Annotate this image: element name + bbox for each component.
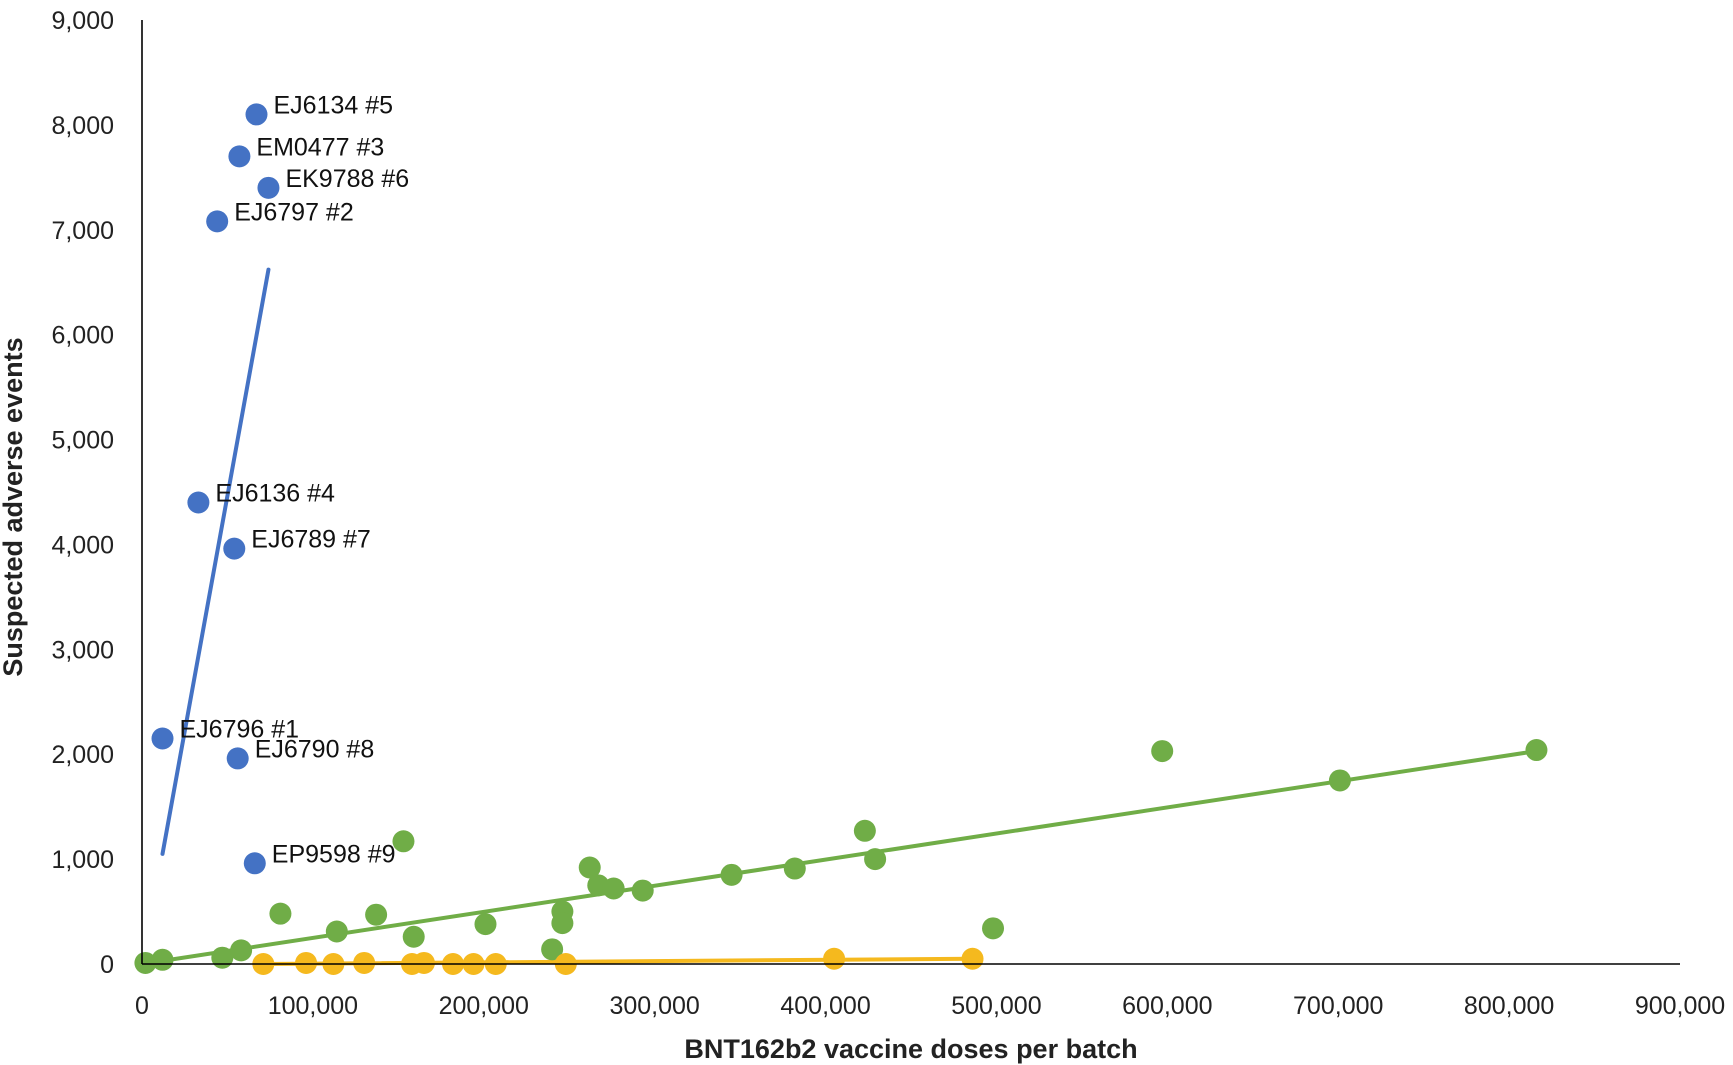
data-point bbox=[402, 925, 425, 948]
y-tick-label: 2,000 bbox=[51, 741, 114, 769]
data-point bbox=[853, 819, 876, 842]
point-label: EM0477 #3 bbox=[256, 133, 384, 161]
data-point bbox=[151, 727, 174, 750]
data-point bbox=[353, 951, 376, 974]
y-tick-label: 3,000 bbox=[51, 636, 114, 664]
data-point bbox=[551, 912, 574, 935]
y-tick-label: 9,000 bbox=[51, 7, 114, 35]
data-point bbox=[295, 951, 318, 974]
data-point bbox=[631, 879, 654, 902]
point-label: EJ6134 #5 bbox=[273, 91, 393, 119]
point-label: EJ6136 #4 bbox=[215, 479, 335, 507]
x-tick-label: 0 bbox=[135, 992, 149, 1020]
point-label: EJ6790 #8 bbox=[255, 735, 375, 763]
data-point bbox=[783, 857, 806, 880]
point-label: EK9788 #6 bbox=[285, 165, 409, 193]
x-tick-label: 500,000 bbox=[951, 992, 1041, 1020]
x-tick-label: 600,000 bbox=[1122, 992, 1212, 1020]
x-tick-label: 100,000 bbox=[268, 992, 358, 1020]
trendline-series-1 bbox=[160, 267, 271, 856]
data-point bbox=[578, 856, 601, 879]
data-point bbox=[228, 145, 251, 168]
trendline-series-2 bbox=[140, 749, 1539, 966]
data-point bbox=[412, 951, 435, 974]
point-labels: EJ6134 #5 EM0477 #3 EK9788 #6 EJ6797 #2 EJ61… bbox=[180, 91, 410, 868]
y-tick-label: 0 bbox=[100, 951, 114, 979]
data-point bbox=[226, 747, 249, 770]
y-tick-label: 4,000 bbox=[51, 531, 114, 559]
y-tick-label: 8,000 bbox=[51, 112, 114, 140]
y-tick-label: 1,000 bbox=[51, 846, 114, 874]
data-point bbox=[1328, 769, 1351, 792]
x-tick-label: 200,000 bbox=[439, 992, 529, 1020]
y-tick-label: 5,000 bbox=[51, 427, 114, 455]
data-point bbox=[134, 951, 157, 974]
point-label: EP9598 #9 bbox=[272, 840, 396, 868]
data-point bbox=[230, 939, 253, 962]
data-point bbox=[823, 947, 846, 970]
point-label: EJ6796 #1 bbox=[180, 715, 300, 743]
data-point bbox=[257, 176, 280, 199]
data-point bbox=[1151, 740, 1174, 763]
point-label: EJ6789 #7 bbox=[251, 526, 371, 554]
data-point bbox=[211, 946, 234, 969]
data-point bbox=[243, 852, 266, 875]
data-point bbox=[269, 902, 292, 925]
data-point bbox=[245, 103, 268, 126]
data-point bbox=[720, 863, 743, 886]
data-point bbox=[151, 948, 174, 971]
data-point bbox=[982, 917, 1005, 940]
x-tick-label: 800,000 bbox=[1464, 992, 1554, 1020]
x-tick-label: 300,000 bbox=[609, 992, 699, 1020]
data-point bbox=[187, 491, 210, 514]
data-point bbox=[325, 920, 348, 943]
x-axis-ticks: 0 100,000 200,000 300,000 400,000 500,000 600,… bbox=[135, 992, 1725, 1020]
x-tick-label: 700,000 bbox=[1293, 992, 1383, 1020]
y-tick-label: 7,000 bbox=[51, 217, 114, 245]
data-point bbox=[223, 537, 246, 560]
data-point bbox=[206, 210, 229, 233]
data-point bbox=[365, 903, 388, 926]
y-axis-ticks: 0 1,000 2,000 3,000 4,000 5,000 6,000 7,000 8,00… bbox=[51, 7, 114, 979]
data-point bbox=[602, 877, 625, 900]
x-axis-title: BNT162b2 vaccine doses per batch bbox=[684, 1034, 1137, 1064]
x-tick-label: 900,000 bbox=[1635, 992, 1725, 1020]
data-point bbox=[474, 913, 497, 936]
point-label: EJ6797 #2 bbox=[234, 198, 354, 226]
data-point bbox=[1525, 739, 1548, 762]
data-point bbox=[392, 830, 415, 853]
y-tick-label: 6,000 bbox=[51, 322, 114, 350]
y-axis-title: Suspected adverse events bbox=[0, 337, 28, 676]
trendline-series-3 bbox=[261, 956, 975, 966]
data-point bbox=[864, 848, 887, 871]
trendlines bbox=[140, 267, 1539, 966]
data-point bbox=[541, 938, 564, 961]
x-tick-label: 400,000 bbox=[780, 992, 870, 1020]
data-point bbox=[961, 947, 984, 970]
